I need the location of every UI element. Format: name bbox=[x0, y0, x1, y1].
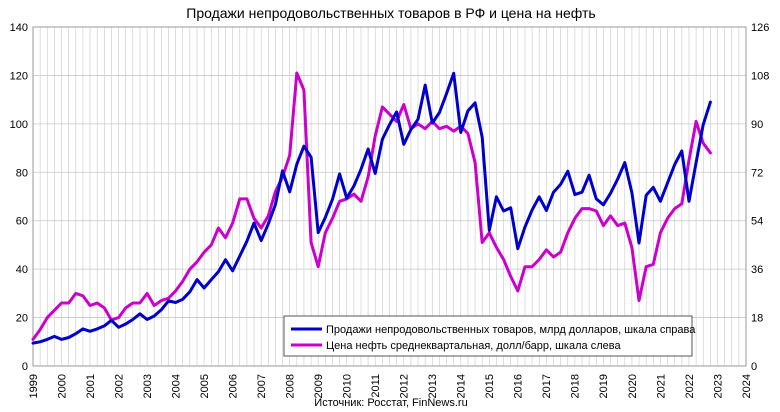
x-tick-label: 2016 bbox=[513, 374, 525, 398]
x-tick-label: 2018 bbox=[570, 374, 582, 398]
right-tick-label: 54 bbox=[751, 216, 763, 228]
legend-label-oil: Цена нефть среднеквартальная, долл/барр,… bbox=[326, 340, 621, 352]
left-tick-label: 100 bbox=[10, 119, 28, 131]
x-tick-label: 2001 bbox=[85, 374, 97, 398]
right-tick-label: 72 bbox=[751, 167, 763, 179]
x-tick-label: 2017 bbox=[541, 374, 553, 398]
chart-title: Продажи непродовольственных товаров в РФ… bbox=[186, 5, 595, 21]
left-tick-label: 140 bbox=[10, 22, 28, 34]
x-tick-label: 2002 bbox=[113, 374, 125, 398]
right-tick-label: 0 bbox=[751, 361, 757, 373]
x-tick-label: 2019 bbox=[598, 374, 610, 398]
left-tick-label: 120 bbox=[10, 70, 28, 82]
plot-frame bbox=[32, 26, 747, 367]
right-tick-label: 36 bbox=[751, 264, 763, 276]
right-axis: 0 18 36 54 72 90 108 126 bbox=[751, 22, 769, 373]
x-axis: 1999 2000 2001 2002 2003 2004 2005 2006 2007 2008… bbox=[28, 374, 753, 398]
x-tick-label: 2003 bbox=[142, 374, 154, 398]
x-tick-label: 2005 bbox=[199, 374, 211, 398]
x-tick-label: 2022 bbox=[684, 374, 696, 398]
x-tick-label: 2021 bbox=[655, 374, 667, 398]
x-tick-label: 2020 bbox=[627, 374, 639, 398]
right-tick-label: 108 bbox=[751, 70, 769, 82]
x-tick-label: 1999 bbox=[28, 374, 40, 398]
series-layer bbox=[31, 71, 712, 345]
left-tick-label: 60 bbox=[16, 216, 28, 228]
legend-box bbox=[283, 315, 693, 357]
x-tick-label: 2014 bbox=[456, 374, 468, 398]
x-tick-label: 2009 bbox=[313, 374, 325, 398]
legend-label-sales: Продажи непродовольственных товаров, млр… bbox=[326, 324, 696, 336]
x-tick-label: 2004 bbox=[170, 374, 182, 398]
x-tick-label: 2008 bbox=[285, 374, 297, 398]
left-tick-label: 20 bbox=[16, 313, 28, 325]
right-tick-label: 90 bbox=[751, 119, 763, 131]
x-tick-label: 2013 bbox=[427, 374, 439, 398]
left-axis: 0 20 40 60 80 100 120 140 bbox=[10, 22, 28, 373]
x-tick-label: 2006 bbox=[227, 374, 239, 398]
x-tick-label: 2011 bbox=[370, 374, 382, 398]
series-line-sales bbox=[31, 71, 712, 345]
left-tick-label: 80 bbox=[16, 167, 28, 179]
left-tick-label: 40 bbox=[16, 264, 28, 276]
x-tick-label: 2007 bbox=[256, 374, 268, 398]
legend: Продажи непродовольственных товаров, млр… bbox=[283, 315, 696, 357]
x-tick-label: 2010 bbox=[342, 374, 354, 398]
x-tick-label: 2015 bbox=[484, 374, 496, 398]
x-tick-label: 2012 bbox=[399, 374, 411, 398]
x-tick-label: 2023 bbox=[712, 374, 724, 398]
source-note: Источник: Росстат, FinNews.ru bbox=[314, 397, 467, 409]
x-tick-label: 2000 bbox=[56, 374, 68, 398]
x-tick-label: 2024 bbox=[741, 374, 753, 398]
left-tick-label: 0 bbox=[22, 361, 28, 373]
right-tick-label: 18 bbox=[751, 313, 763, 325]
right-tick-label: 126 bbox=[751, 22, 769, 34]
